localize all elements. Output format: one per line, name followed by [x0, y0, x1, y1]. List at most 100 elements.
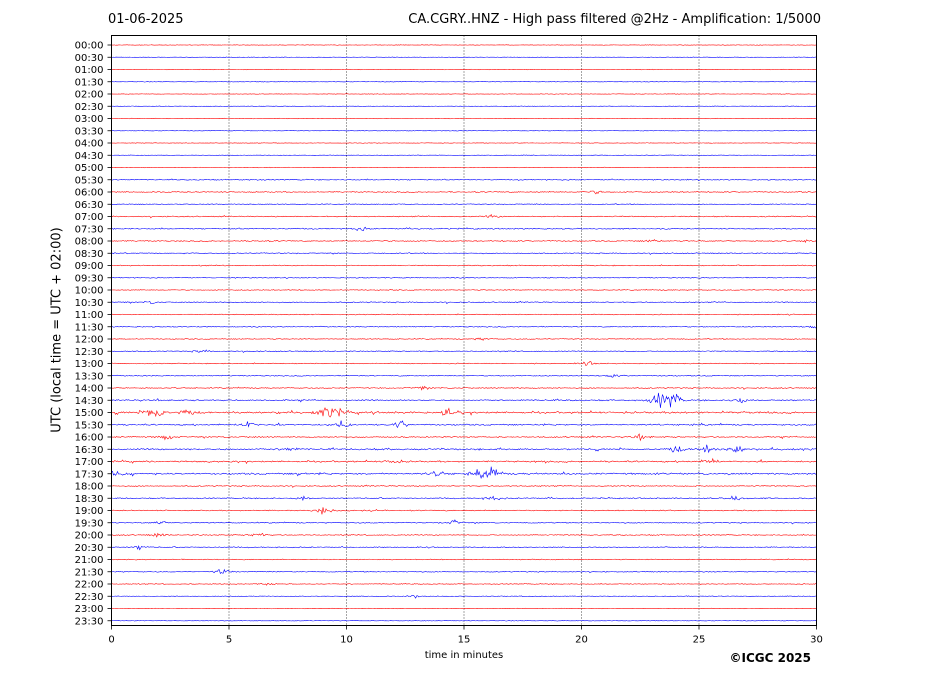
y-tick-label: 07:00 — [75, 212, 104, 223]
trace-1300 — [111, 361, 817, 367]
y-tick-label: 08:30 — [75, 249, 104, 260]
y-tick-label: 14:30 — [75, 396, 104, 407]
x-tick-label: 5 — [226, 635, 232, 646]
y-tick-label: 03:30 — [75, 126, 104, 137]
trace-2000 — [111, 532, 817, 538]
trace-1030 — [111, 300, 817, 305]
trace-1200 — [111, 337, 817, 341]
trace-1800 — [111, 484, 817, 488]
y-tick-label: 02:30 — [75, 102, 104, 113]
y-tick-label: 14:00 — [75, 384, 104, 395]
y-tick-label: 06:30 — [75, 200, 104, 211]
trace-1500 — [111, 407, 817, 418]
trace-0600 — [111, 190, 817, 195]
trace-2300 — [111, 607, 817, 610]
trace-1700 — [111, 457, 817, 465]
trace-1130 — [111, 325, 817, 329]
trace-0000 — [111, 44, 817, 46]
y-tick-label: 15:30 — [75, 420, 104, 431]
y-tick-label: 20:00 — [75, 531, 104, 542]
y-tick-label: 20:30 — [75, 543, 104, 554]
trace-1100 — [111, 313, 817, 316]
trace-1000 — [111, 288, 817, 291]
y-tick-label: 15:00 — [75, 408, 104, 419]
trace-1230 — [111, 349, 817, 353]
y-tick-label: 01:30 — [75, 77, 104, 88]
y-tick-label: 11:30 — [75, 322, 104, 333]
x-tick-label: 0 — [108, 635, 114, 646]
trace-0500 — [111, 166, 817, 169]
vertical-gridlines — [228, 35, 700, 626]
trace-0330 — [111, 130, 817, 132]
x-tick-label: 20 — [575, 635, 588, 646]
y-tick-label: 03:00 — [75, 114, 104, 125]
trace-1930 — [111, 519, 817, 525]
trace-0800 — [111, 239, 817, 243]
y-tick-label: 11:00 — [75, 310, 104, 321]
y-tick-label: 22:30 — [75, 592, 104, 603]
trace-0630 — [111, 203, 817, 206]
trace-2030 — [111, 544, 817, 551]
trace-2130 — [111, 568, 817, 574]
trace-0200 — [111, 93, 817, 95]
y-tick-label: 23:00 — [75, 604, 104, 615]
x-tick-label: 15 — [458, 635, 471, 646]
trace-0100 — [111, 68, 817, 71]
x-tick-label: 30 — [810, 635, 823, 646]
trace-0400 — [111, 142, 817, 144]
y-tick-label: 05:30 — [75, 175, 104, 186]
y-tick-label: 10:00 — [75, 286, 104, 297]
trace-1530 — [111, 420, 817, 429]
y-tick-label: 07:30 — [75, 224, 104, 235]
trace-1730 — [111, 466, 817, 479]
y-tick-label: 12:30 — [75, 347, 104, 358]
y-tick-label: 09:30 — [75, 273, 104, 284]
trace-1430 — [111, 392, 817, 408]
trace-0700 — [111, 213, 817, 219]
trace-0230 — [111, 105, 817, 107]
y-tick-label: 10:30 — [75, 298, 104, 309]
y-tick-label: 08:00 — [75, 237, 104, 248]
y-tick-label: 12:00 — [75, 335, 104, 346]
y-tick-label: 04:00 — [75, 139, 104, 150]
copyright-label: ©ICGC 2025 — [729, 651, 811, 665]
y-tick-label: 05:00 — [75, 163, 104, 174]
y-tick-label: 04:30 — [75, 151, 104, 162]
x-tick-label: 25 — [693, 635, 706, 646]
trace-0900 — [111, 264, 817, 267]
y-tick-label: 17:00 — [75, 457, 104, 468]
trace-0430 — [111, 154, 817, 156]
trace-1630 — [111, 444, 817, 454]
trace-1900 — [111, 507, 817, 515]
y-tick-label: 22:00 — [75, 580, 104, 591]
y-tick-label: 19:30 — [75, 518, 104, 529]
y-tick-label: 09:00 — [75, 261, 104, 272]
trace-2330 — [111, 620, 817, 622]
seismic-traces — [111, 44, 817, 622]
x-axis-label: time in minutes — [424, 650, 504, 661]
y-tick-label: 16:00 — [75, 433, 104, 444]
trace-1400 — [111, 385, 817, 391]
trace-0830 — [111, 252, 817, 255]
y-tick-label: 19:00 — [75, 506, 104, 517]
y-tick-label: 01:00 — [75, 65, 104, 76]
trace-0300 — [111, 117, 817, 120]
trace-0530 — [111, 178, 817, 182]
trace-2200 — [111, 582, 817, 586]
y-tick-label: 06:00 — [75, 188, 104, 199]
y-axis-label: UTC (local time = UTC + 02:00) — [49, 227, 65, 433]
y-tick-label: 00:30 — [75, 53, 104, 64]
x-tick-label: 10 — [340, 635, 353, 646]
date-label: 01-06-2025 — [108, 12, 184, 27]
y-tick-label: 21:30 — [75, 567, 104, 578]
y-tick-label: 02:00 — [75, 90, 104, 101]
y-tick-label: 16:30 — [75, 445, 104, 456]
chart-title: CA.CGRY..HNZ - High pass filtered @2Hz -… — [408, 12, 821, 27]
trace-0130 — [111, 81, 817, 83]
y-tick-label: 13:30 — [75, 371, 104, 382]
trace-0730 — [111, 226, 817, 232]
y-tick-label: 23:30 — [75, 616, 104, 627]
trace-2230 — [111, 595, 817, 599]
